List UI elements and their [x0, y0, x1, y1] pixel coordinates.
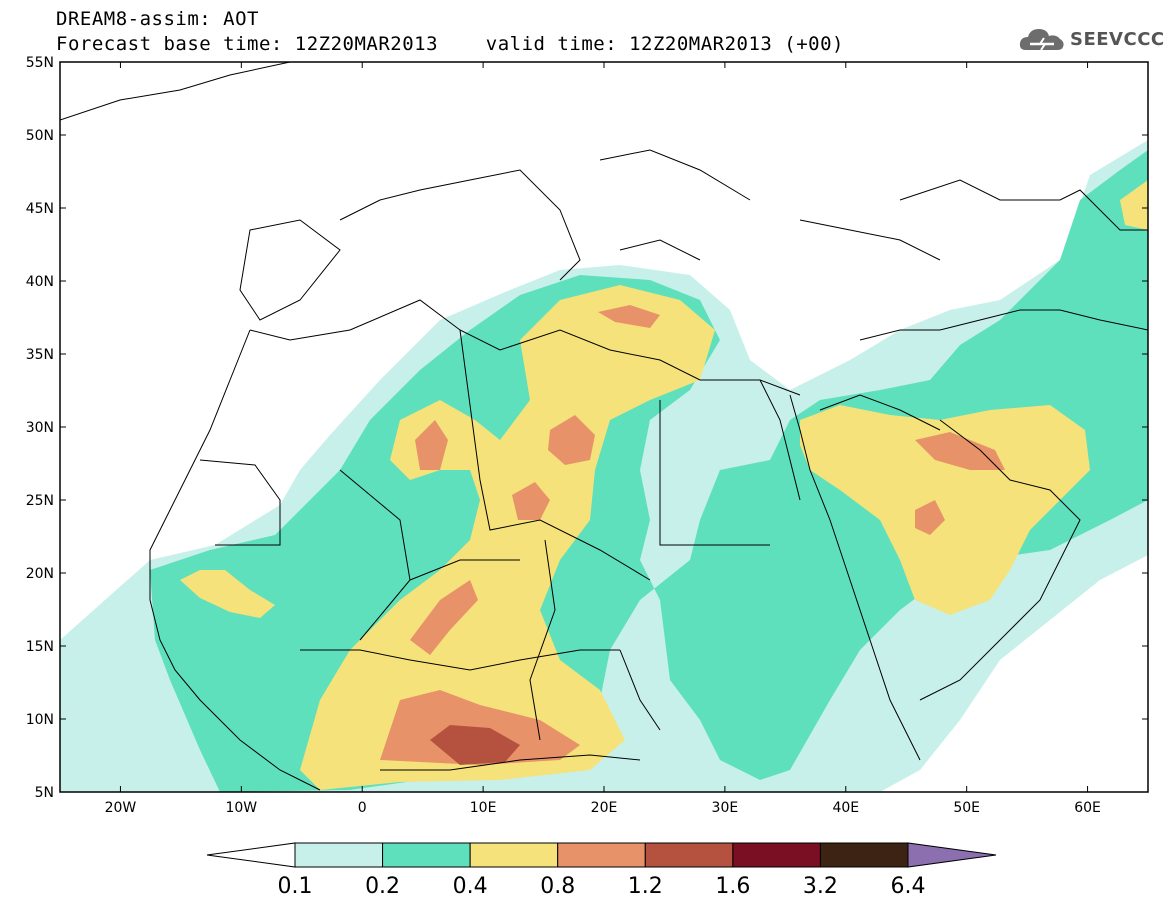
aot-contour-0.4-me — [800, 405, 1090, 615]
lon-label: 40E — [832, 800, 859, 816]
lon-label: 20W — [105, 800, 137, 816]
colorbar-swatch — [382, 842, 471, 868]
lat-label: 50N — [26, 128, 54, 144]
aot-contour-0.4-ne — [1120, 180, 1148, 230]
lon-label: 50E — [953, 800, 980, 816]
colorbar-left-arrow — [206, 842, 296, 868]
lat-label: 10N — [26, 712, 54, 728]
lat-label: 55N — [26, 55, 54, 71]
cloud-logo-icon — [1019, 29, 1064, 51]
colorbar-swatch — [557, 842, 646, 868]
aot-field — [60, 140, 1148, 792]
aot-contour-0.4-w — [180, 570, 275, 618]
aot-contour-0.8-f — [915, 432, 1005, 470]
lat-label: 40N — [26, 274, 54, 290]
lon-label: 0 — [358, 800, 367, 816]
aot-contour-0.8-g — [915, 500, 945, 535]
lon-label: 20E — [591, 800, 618, 816]
aot-contour-0.8-a — [415, 420, 448, 470]
colorbar-label: 0.8 — [540, 874, 575, 899]
latitude-axis: 55N 50N 45N 40N 35N 30N 25N 20N 15N 10N 5N — [26, 55, 1148, 801]
lon-label: 30E — [712, 800, 739, 816]
lat-label: 15N — [26, 639, 54, 655]
lat-label: 45N — [26, 201, 54, 217]
colorbar-label: 1.6 — [715, 874, 750, 899]
colorbar-label: 1.2 — [628, 874, 663, 899]
colorbar: 0.1 0.2 0.4 0.8 1.2 1.6 3.2 6.4 — [206, 842, 997, 899]
colorbar-swatch — [819, 842, 909, 868]
lat-label: 35N — [26, 347, 54, 363]
aot-contour-0.8-h — [598, 305, 660, 328]
colorbar-swatch — [469, 842, 559, 868]
colorbar-swatch — [294, 842, 384, 868]
aot-contour-0.8-d — [410, 580, 478, 655]
lat-label: 30N — [26, 420, 54, 436]
aot-contour-0.4 — [300, 285, 715, 790]
lon-label: 10W — [225, 800, 257, 816]
logo-text: SEEVCCC — [1070, 28, 1165, 50]
longitude-axis: 20W 10W 0 10E 20E 30E 40E 50E 60E — [105, 62, 1101, 816]
colorbar-swatch — [644, 842, 734, 868]
map-title: DREAM8-assim: AOT — [56, 8, 259, 30]
colorbar-right-arrow — [907, 842, 997, 868]
lat-label: 5N — [35, 785, 54, 801]
lat-label: 20N — [26, 566, 54, 582]
colorbar-label: 3.2 — [803, 874, 838, 899]
aot-contour-0.8-c — [512, 482, 550, 520]
lon-label: 10E — [470, 800, 497, 816]
coastlines — [60, 62, 1148, 791]
colorbar-label: 0.2 — [365, 874, 400, 899]
forecast-time-subtitle: Forecast base time: 12Z20MAR2013 valid t… — [56, 33, 844, 55]
colorbar-label: 0.1 — [278, 874, 313, 899]
seevccc-logo: SEEVCCC — [1018, 24, 1165, 54]
lon-label: 60E — [1074, 800, 1101, 816]
colorbar-swatch — [732, 842, 821, 868]
lat-label: 25N — [26, 493, 54, 509]
colorbar-label: 0.4 — [453, 874, 488, 899]
aot-contour-0.8-b — [548, 415, 595, 465]
colorbar-label: 6.4 — [891, 874, 926, 899]
aot-contour-1.2 — [430, 725, 520, 765]
